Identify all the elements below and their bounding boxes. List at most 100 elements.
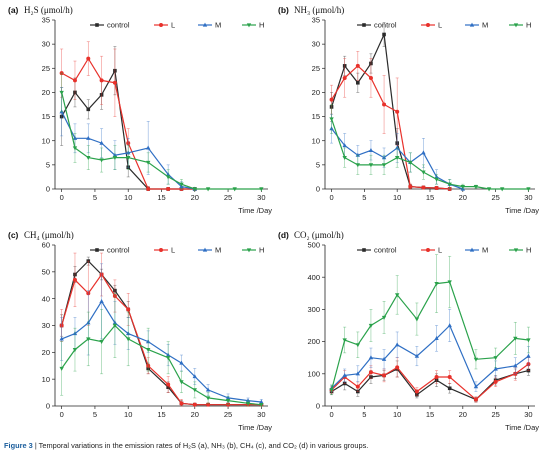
data-point xyxy=(126,156,131,161)
data-point xyxy=(381,356,387,361)
legend-label: L xyxy=(438,21,442,30)
legend-label: control xyxy=(374,246,397,255)
data-point xyxy=(355,63,360,68)
data-point xyxy=(86,56,91,61)
data-point xyxy=(356,80,360,85)
data-point xyxy=(355,152,361,157)
legend-label: control xyxy=(107,21,130,30)
legend-swatch-marker xyxy=(469,247,475,252)
y-tick-label: 60 xyxy=(42,241,50,250)
data-point xyxy=(99,78,104,83)
series-line-H xyxy=(331,281,529,391)
data-point xyxy=(382,102,387,107)
data-point xyxy=(259,399,264,404)
data-point xyxy=(368,323,374,328)
data-point xyxy=(192,374,197,379)
data-point xyxy=(493,379,498,384)
data-point xyxy=(179,380,184,385)
data-point xyxy=(414,317,420,322)
data-point xyxy=(473,357,479,362)
series-line-L xyxy=(61,273,262,406)
data-point xyxy=(434,186,439,191)
y-tick-label: 20 xyxy=(42,88,50,97)
data-point xyxy=(434,335,439,340)
data-point xyxy=(165,356,171,361)
series-M xyxy=(59,263,264,405)
data-point xyxy=(145,348,151,353)
data-point xyxy=(146,187,151,191)
data-point xyxy=(245,401,251,406)
legend-swatch-marker xyxy=(513,248,519,253)
series-H xyxy=(59,292,264,408)
legend-swatch-marker xyxy=(246,23,252,28)
legend-swatch-marker xyxy=(95,23,99,27)
legend-label: H xyxy=(526,21,531,30)
data-point xyxy=(99,340,104,344)
legend-swatch-marker xyxy=(362,248,366,252)
series-line-control xyxy=(61,260,262,406)
data-point xyxy=(368,147,374,152)
x-tick-label: 5 xyxy=(93,193,97,202)
data-point xyxy=(355,343,361,348)
data-point xyxy=(205,187,211,192)
y-tick-label: 35 xyxy=(42,16,50,25)
data-point xyxy=(408,184,413,189)
data-point xyxy=(205,387,211,392)
data-point xyxy=(526,187,531,192)
panel-label: (c) xyxy=(8,230,19,240)
x-tick-label: 15 xyxy=(426,410,434,419)
data-point xyxy=(126,337,131,342)
series-H xyxy=(59,72,264,192)
data-point xyxy=(59,366,64,371)
x-tick-label: 0 xyxy=(329,193,333,202)
figure-caption: Figure 3 | Temporal variations in the em… xyxy=(4,441,550,451)
data-point xyxy=(368,163,374,168)
legend-label: H xyxy=(259,21,264,30)
data-point xyxy=(72,277,77,282)
data-point xyxy=(342,338,347,343)
x-tick-label: 15 xyxy=(157,193,165,202)
data-point xyxy=(486,187,492,192)
data-point xyxy=(382,32,386,37)
x-tick-label: 5 xyxy=(362,193,366,202)
x-tick-label: 20 xyxy=(191,193,199,202)
y-tick-label: 500 xyxy=(307,241,320,250)
legend-swatch-marker xyxy=(426,248,430,252)
x-tick-label: 0 xyxy=(60,410,64,419)
y-tick-label: 15 xyxy=(42,112,50,121)
data-point xyxy=(493,366,498,371)
data-point xyxy=(473,397,478,402)
data-point xyxy=(473,384,479,389)
data-point xyxy=(447,323,452,328)
legend-swatch-marker xyxy=(159,248,163,252)
data-point xyxy=(259,187,264,192)
y-tick-label: 0 xyxy=(46,402,50,411)
x-tick-label: 20 xyxy=(191,410,199,419)
series-L xyxy=(59,252,264,407)
series-H xyxy=(329,104,531,192)
y-tick-label: 5 xyxy=(316,160,320,169)
panel-title: CO₂ (μmol/h) xyxy=(294,230,344,240)
data-point xyxy=(112,80,117,85)
panel-label: (a) xyxy=(8,5,19,15)
series-L xyxy=(59,41,197,191)
data-point xyxy=(421,150,426,155)
x-tick-label: 25 xyxy=(224,193,232,202)
chart-panel-c: (c) CH₄ (μmol/h) 0 10 20 30 40 50 60 0 5 10 15 20 25 30… xyxy=(8,230,272,432)
legend-swatch-marker xyxy=(202,22,208,27)
x-tick-label: 30 xyxy=(524,410,532,419)
x-tick-label: 10 xyxy=(393,410,401,419)
data-point xyxy=(126,307,131,312)
series-line-L xyxy=(61,57,195,190)
y-tick-label: 100 xyxy=(307,369,320,378)
data-point xyxy=(192,187,197,192)
data-point xyxy=(59,90,64,95)
data-point xyxy=(166,382,171,387)
data-point xyxy=(99,298,104,303)
legend-label: M xyxy=(482,21,488,30)
series-line-L xyxy=(331,65,450,190)
x-tick-label: 30 xyxy=(524,193,532,202)
data-point xyxy=(394,156,400,161)
data-point xyxy=(86,156,91,161)
